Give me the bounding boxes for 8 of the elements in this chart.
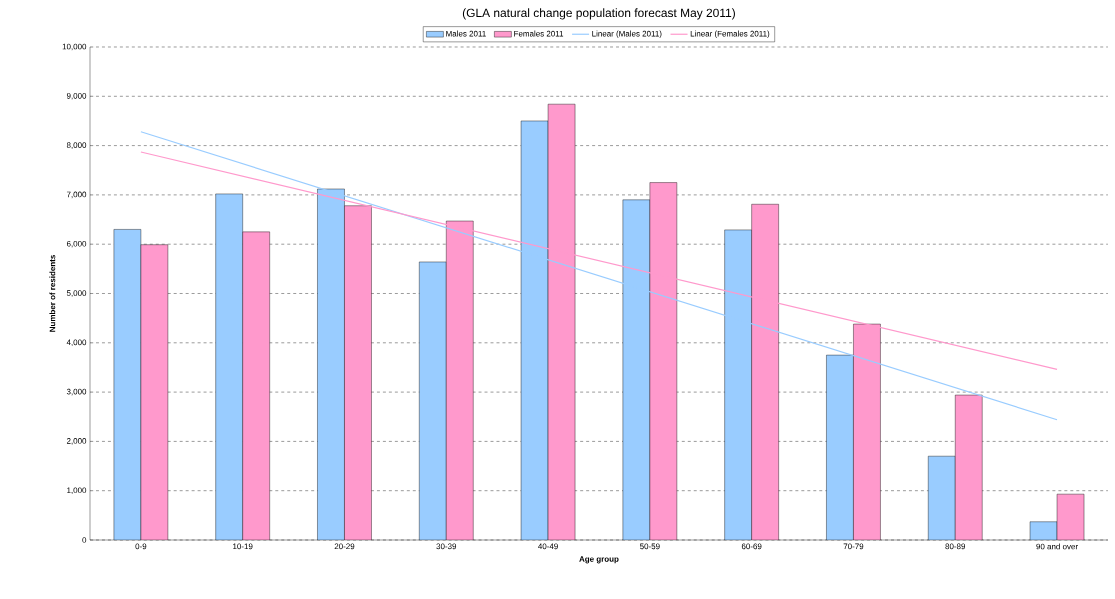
bar [140, 244, 168, 540]
chart-title: (GLA natural change population forecast May 2011) [462, 8, 735, 20]
bar [113, 229, 141, 540]
bar [242, 231, 270, 540]
bar [215, 193, 243, 540]
bar [419, 261, 447, 540]
bar [928, 456, 956, 540]
bar [955, 395, 983, 540]
